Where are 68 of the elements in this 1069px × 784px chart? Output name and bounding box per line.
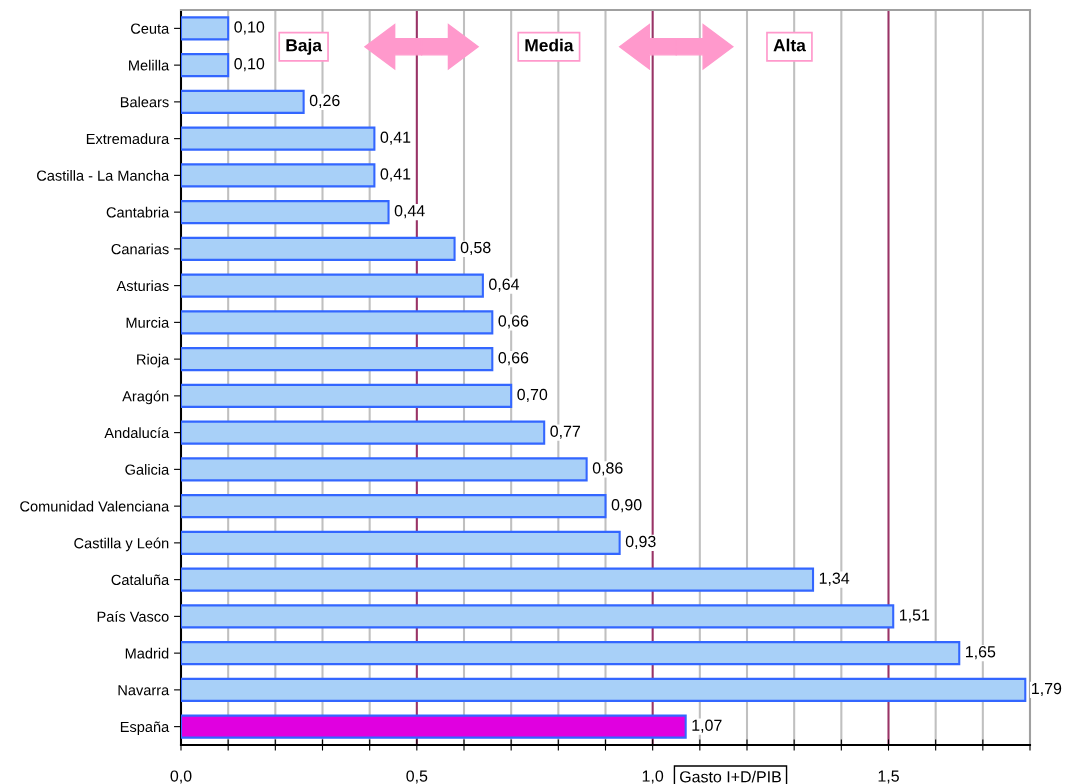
bar bbox=[181, 530, 621, 555]
bar bbox=[181, 383, 513, 408]
annotation: Alta bbox=[773, 38, 806, 52]
data-label: 0,77 bbox=[550, 425, 581, 439]
y-tick-label: Murcia bbox=[126, 317, 170, 328]
y-tick-label: Madrid bbox=[125, 647, 169, 659]
bar bbox=[181, 273, 484, 298]
data-label: 0,26 bbox=[309, 94, 340, 109]
y-tick-label: Navarra bbox=[118, 685, 170, 696]
bar bbox=[181, 163, 376, 188]
y-tick-label: Melilla bbox=[129, 59, 170, 71]
y-tick-label: Cataluña bbox=[111, 574, 170, 586]
bar bbox=[181, 89, 305, 114]
y-tick-label: Galicia bbox=[125, 464, 170, 475]
y-tick-label: Castilla - La Mancha bbox=[37, 170, 170, 181]
bar bbox=[181, 714, 687, 739]
x-tick-label: 0,5 bbox=[406, 770, 428, 784]
y-tick-label: Balears bbox=[120, 96, 169, 108]
bar bbox=[181, 347, 494, 372]
data-label: 0,66 bbox=[498, 315, 529, 329]
y-tick-label: Comunidad Valenciana bbox=[20, 500, 170, 512]
bar bbox=[181, 641, 961, 666]
bar bbox=[181, 16, 230, 41]
x-tick-label: 1,5 bbox=[878, 770, 899, 784]
bar bbox=[181, 677, 1027, 702]
data-label: 1,34 bbox=[819, 572, 850, 586]
data-label: 0,64 bbox=[489, 278, 520, 292]
data-label: 0,66 bbox=[498, 352, 529, 366]
y-tick-label: Aragón bbox=[122, 390, 169, 405]
y-tick-label: Canarias bbox=[111, 243, 169, 255]
y-tick-label: País Vasco bbox=[97, 610, 169, 622]
x-tick-label: 1,0 bbox=[642, 770, 664, 784]
y-tick-label: Rioja bbox=[137, 353, 170, 368]
data-label: 0,10 bbox=[234, 21, 265, 35]
bar bbox=[181, 604, 895, 629]
annotation: Baja bbox=[286, 38, 323, 55]
bar bbox=[181, 567, 815, 592]
bar bbox=[181, 310, 494, 335]
y-tick-label: Andalucía bbox=[104, 427, 170, 439]
bar bbox=[181, 420, 546, 445]
y-tick-label: Cantabria bbox=[106, 206, 170, 218]
data-label: 1,51 bbox=[899, 609, 930, 623]
data-label: 0,58 bbox=[460, 241, 491, 256]
data-label: 0,93 bbox=[625, 535, 656, 550]
annotation: Media bbox=[525, 38, 574, 52]
data-label: 0,44 bbox=[394, 205, 425, 219]
data-label: 0,90 bbox=[611, 499, 642, 513]
bar bbox=[181, 236, 456, 261]
bar bbox=[181, 126, 376, 151]
data-label: 0,70 bbox=[517, 388, 548, 403]
data-label: 0,41 bbox=[380, 131, 411, 145]
data-label: 0,86 bbox=[592, 462, 623, 476]
data-label: 1,07 bbox=[692, 719, 722, 733]
y-tick-label: Castilla y León bbox=[74, 537, 169, 552]
x-tick-label: 0,0 bbox=[170, 770, 192, 784]
bar bbox=[181, 457, 588, 482]
x-axis-title: Gasto I+D/PIB bbox=[680, 770, 781, 783]
bar bbox=[181, 200, 390, 225]
data-label: 1,79 bbox=[1032, 682, 1062, 697]
bar bbox=[181, 53, 230, 78]
y-tick-label: Extremadura bbox=[86, 133, 170, 145]
data-label: 0,41 bbox=[380, 168, 411, 182]
y-tick-label: Asturias bbox=[116, 280, 169, 292]
bar bbox=[181, 494, 607, 519]
y-tick-label: Ceuta bbox=[131, 23, 170, 34]
y-tick-label: España bbox=[120, 721, 170, 735]
data-label: 1,65 bbox=[966, 646, 996, 660]
data-label: 0,10 bbox=[234, 58, 265, 72]
